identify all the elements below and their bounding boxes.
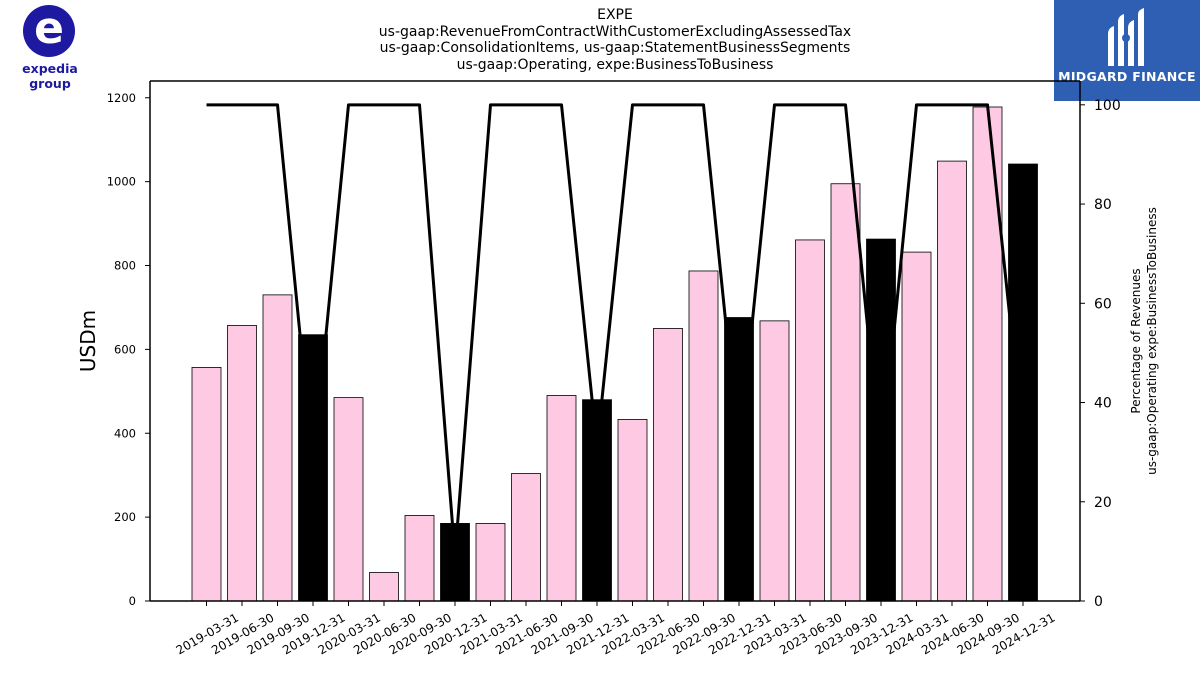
bar-2022-06-30 [653, 328, 683, 602]
bar-2019-06-30 [227, 325, 257, 602]
y2tick-label-20: 20 [1094, 495, 1112, 511]
y2tick-label-0: 0 [1094, 594, 1103, 610]
bar-2023-06-30 [795, 239, 825, 602]
ytick-label-1200: 1200 [107, 91, 136, 105]
y2-axis-label-line-2: us-gaap:Operating expe:BusinessToBusines… [1145, 207, 1159, 475]
bar-2020-12-31 [440, 523, 470, 602]
chart-title-line-2: us-gaap:RevenueFromContractWithCustomerE… [378, 23, 852, 40]
midgard-finance-logo: MIDGARD FINANCE [1054, 0, 1200, 101]
bar-2021-09-30 [546, 395, 577, 602]
ytick-label-0: 0 [129, 594, 136, 608]
y2tick-label-60: 60 [1094, 296, 1112, 312]
bar-2019-09-30 [262, 294, 293, 602]
bar-2023-03-31 [759, 320, 790, 602]
ytick-label-1000: 1000 [107, 175, 136, 189]
bar-2019-03-31 [191, 367, 222, 602]
bar-2022-09-30 [688, 270, 719, 602]
chart-title-line-4: us-gaap:Operating, expe:BusinessToBusine… [456, 56, 774, 73]
bar-2021-06-30 [511, 473, 541, 602]
chart-title-line-3: us-gaap:ConsolidationItems, us-gaap:Stat… [379, 40, 851, 56]
bar-2022-03-31 [617, 419, 648, 602]
bar-2021-03-31 [475, 523, 506, 602]
bar-2023-09-30 [830, 183, 861, 602]
expedia-logo-text: expedia group [22, 61, 78, 91]
chart-title-line-1: EXPE [597, 7, 633, 23]
bar-2021-12-31 [582, 399, 612, 602]
expedia-group-logo: e expedia group [0, 0, 100, 92]
bar-2023-12-31 [866, 238, 896, 602]
ytick-label-800: 800 [114, 259, 136, 273]
y2tick-label-80: 80 [1094, 197, 1112, 213]
bar-2024-09-30 [972, 106, 1003, 602]
bar-2020-06-30 [369, 572, 399, 602]
midgard-logo-mark [1108, 8, 1144, 66]
expedia-logo-mark [23, 5, 75, 57]
expedia-logo-letter: e [34, 3, 64, 54]
percentage-line [206, 103, 1025, 558]
bar-2024-03-31 [901, 251, 932, 602]
y-axis-label: USDm [76, 310, 100, 372]
bar-2024-12-31 [1008, 163, 1038, 602]
y2tick-label-40: 40 [1094, 396, 1112, 412]
bar-2020-03-31 [333, 397, 364, 602]
ytick-label-600: 600 [114, 342, 136, 356]
bar-2020-09-30 [404, 515, 435, 602]
ytick-label-400: 400 [114, 426, 136, 440]
midgard-logo-text: MIDGARD FINANCE [1058, 69, 1196, 84]
y2-axis-label-line-1: Percentage of Revenues [1129, 268, 1143, 413]
y2tick-label-100: 100 [1094, 98, 1121, 114]
bar-2024-06-30 [937, 160, 967, 602]
ytick-label-200: 200 [114, 510, 136, 524]
